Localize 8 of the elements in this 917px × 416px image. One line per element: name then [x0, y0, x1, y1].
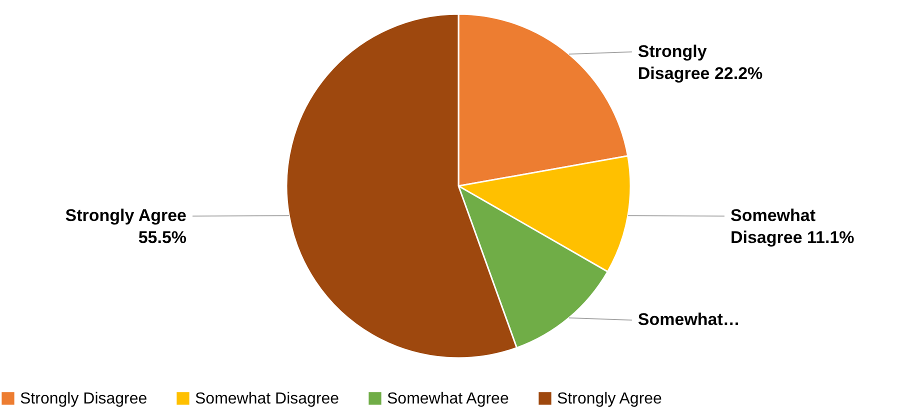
data-label: Strongly Agree 55.5% — [65, 206, 187, 248]
legend-label: Strongly Agree — [557, 390, 662, 408]
legend-label: Somewhat Agree — [387, 390, 509, 408]
data-label: Strongly Disagree 22.2% — [638, 42, 763, 83]
data-label: Somewhat… — [638, 310, 740, 330]
legend-label: Strongly Disagree — [20, 390, 148, 408]
legend-label: Somewhat Disagree — [195, 390, 340, 408]
data-label: Somewhat Disagree 11.1% — [730, 206, 854, 248]
